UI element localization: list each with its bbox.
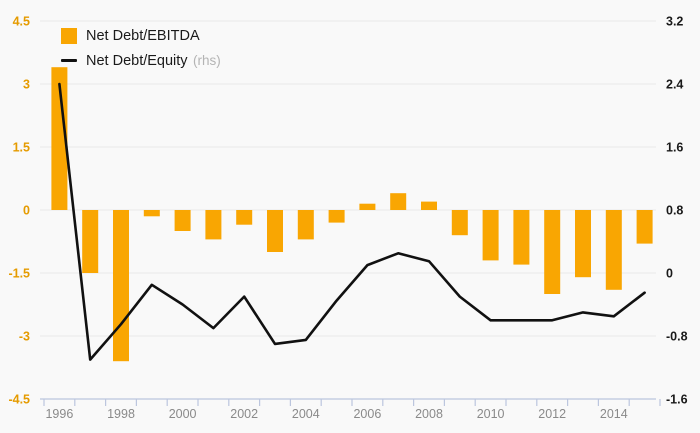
x-axis-label-1996: 1996 <box>45 407 73 421</box>
right-axis-label: -0.8 <box>666 330 688 344</box>
x-axis-label-2000: 2000 <box>169 407 197 421</box>
x-axis-label-2010: 2010 <box>477 407 505 421</box>
bar-2004[interactable] <box>297 210 314 240</box>
bar-1999[interactable] <box>143 210 160 217</box>
bar-2013[interactable] <box>575 210 591 278</box>
left-axis-label: 3 <box>23 78 30 92</box>
bar-2015[interactable] <box>636 210 653 244</box>
legend-label-net-debt-ebitda: Net Debt/EBITDA <box>86 27 200 44</box>
left-axis-label: -1.5 <box>8 267 30 281</box>
bar-2007[interactable] <box>390 193 407 210</box>
left-axis-label: -3 <box>19 330 30 344</box>
bar-2005[interactable] <box>328 210 345 223</box>
right-axis-label: 0.8 <box>666 204 683 218</box>
bar-1996[interactable] <box>51 67 68 210</box>
legend: Net Debt/EBITDA Net Debt/Equity (rhs) <box>61 27 221 69</box>
right-axis-label: 1.6 <box>666 141 683 155</box>
bar-2010[interactable] <box>482 210 499 261</box>
legend-item-net-debt-equity[interactable]: Net Debt/Equity (rhs) <box>61 52 221 69</box>
right-axis-label: 0 <box>666 267 673 281</box>
line-series-swatch-icon <box>61 59 77 62</box>
bar-2001[interactable] <box>205 210 222 240</box>
x-axis-label-2008: 2008 <box>415 407 443 421</box>
bar-2008[interactable] <box>421 201 437 210</box>
x-axis-label-2006: 2006 <box>353 407 381 421</box>
bar-2014[interactable] <box>605 210 622 290</box>
x-axis-label-2012: 2012 <box>538 407 566 421</box>
x-axis-label-2002: 2002 <box>230 407 258 421</box>
bar-2012[interactable] <box>544 210 561 294</box>
bar-2009[interactable] <box>451 210 468 236</box>
bar-2000[interactable] <box>174 210 191 231</box>
left-axis-label: 1.5 <box>13 141 30 155</box>
bar-1997[interactable] <box>82 210 99 273</box>
bar-2006[interactable] <box>359 203 376 210</box>
right-axis-label: 2.4 <box>666 78 683 92</box>
x-axis-label-1998: 1998 <box>107 407 135 421</box>
bar-2002[interactable] <box>236 210 253 225</box>
left-axis-label: 4.5 <box>13 15 30 29</box>
legend-label-net-debt-equity: Net Debt/Equity <box>86 52 188 69</box>
x-axis-label-2014: 2014 <box>600 407 628 421</box>
legend-item-net-debt-ebitda[interactable]: Net Debt/EBITDA <box>61 27 221 44</box>
bar-2011[interactable] <box>513 210 530 265</box>
bar-series-swatch-icon <box>61 27 77 44</box>
x-axis-label-2004: 2004 <box>292 407 320 421</box>
legend-label-rhs-suffix: (rhs) <box>193 52 221 68</box>
right-axis-label: -1.6 <box>666 393 688 407</box>
net-debt-equity-line <box>58 82 646 361</box>
left-axis-label: -4.5 <box>8 393 30 407</box>
bar-1998[interactable] <box>113 210 129 362</box>
bar-2003[interactable] <box>267 210 283 252</box>
left-axis-label: 0 <box>23 204 30 218</box>
right-axis-label: 3.2 <box>666 15 683 29</box>
